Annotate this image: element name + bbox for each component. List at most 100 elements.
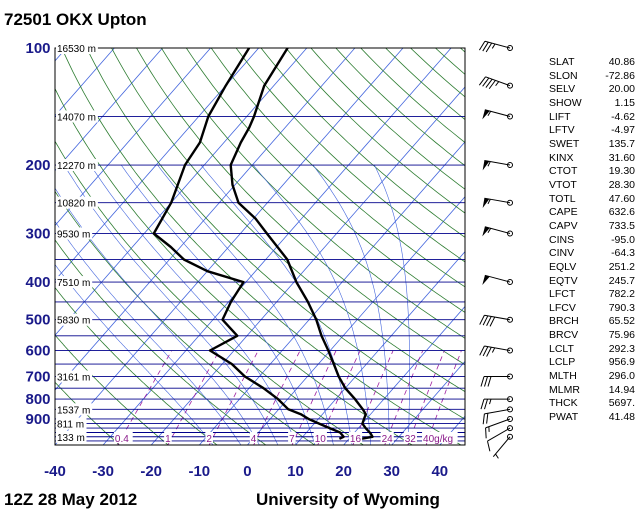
wind-barb-station — [507, 347, 513, 354]
index-value: 28.30 — [608, 178, 635, 191]
isotherm--80 — [55, 48, 211, 227]
temperature-label--10: -10 — [188, 463, 210, 480]
index-row-kinx: KINX 31.60 — [549, 152, 635, 166]
mixing-ratio-line-2 — [208, 350, 259, 445]
wind-barb-feather — [482, 346, 489, 357]
wind-barb-700 — [480, 373, 513, 387]
temperature-label-0: 0 — [243, 463, 251, 480]
isotherm--70 — [55, 48, 260, 281]
wind-barb-shaft — [485, 418, 511, 429]
index-name: THCK — [549, 397, 578, 410]
wind-barb-pennant — [482, 275, 490, 285]
height-label-bg — [56, 42, 98, 54]
index-row-eqtv: EQTV 245.7 — [549, 275, 635, 289]
mixing-ratio-label: 24 — [382, 434, 394, 445]
index-name: CINV — [549, 247, 575, 260]
index-name: CTOT — [549, 165, 578, 178]
wind-barb-feather — [485, 427, 487, 439]
dry-adiabat-40 — [61, 48, 462, 445]
index-value: -4.97 — [611, 124, 635, 137]
sounding-profiles — [152, 48, 374, 440]
index-value: 790.3 — [608, 301, 635, 314]
mixing-ratio-label: 10 — [315, 434, 327, 445]
mixing-ratio-label-bg — [288, 432, 296, 443]
wind-barb-800 — [480, 396, 513, 410]
index-row-capv: CAPV 733.5 — [549, 220, 635, 234]
source-credit: University of Wyoming — [256, 490, 440, 509]
moist-adiabat--10 — [55, 264, 214, 445]
moist-adiabat-16 — [157, 164, 334, 445]
index-row-lfcv: LFCV 790.3 — [549, 302, 635, 316]
index-row-brcv: BRCV 75.96 — [549, 329, 635, 343]
wind-barb-shaft — [484, 408, 511, 415]
index-name: SHOW — [549, 96, 582, 109]
index-value: 40.86 — [608, 56, 635, 68]
wind-barb-pennant — [482, 226, 490, 237]
wind-barb-feather — [479, 314, 485, 325]
temperature-label--40: -40 — [44, 463, 66, 480]
wind-barb-station — [507, 415, 513, 422]
pressure-label-800: 800 — [25, 391, 50, 408]
dry-adiabat-120 — [260, 48, 465, 238]
wind-barb-feather — [484, 376, 488, 387]
isotherm-30 — [391, 360, 465, 445]
wind-barb-200 — [482, 160, 513, 171]
wind-barb-shaft — [484, 314, 511, 321]
mixing-ratio-labels: 0.4 1 2 4 7 10 16 24 32 40g/kg — [113, 432, 458, 445]
wind-barb-station — [507, 406, 513, 413]
wind-barb-half-feather — [491, 347, 496, 353]
index-row-vtot: VTOT 28.30 — [549, 179, 635, 193]
height-label: 5830 m — [57, 316, 90, 327]
wind-barb-station — [507, 373, 513, 380]
index-row-eqlv: EQLV 251.2 — [549, 261, 635, 275]
index-row-thck: THCK 5697. — [549, 397, 635, 411]
mixing-ratio-label-bg — [422, 432, 458, 443]
wind-barb-pennant — [482, 198, 490, 209]
mixing-ratio-label: 40g/kg — [423, 434, 453, 445]
index-name: EQLV — [549, 260, 577, 273]
height-label: 133 m — [57, 433, 85, 444]
index-value: 135.7 — [608, 137, 635, 150]
moist-adiabat-lines — [55, 164, 410, 445]
isotherm--120 — [0, 48, 18, 445]
height-label: 1537 m — [57, 405, 90, 416]
wind-barb-feather — [482, 413, 485, 425]
wind-barb-500 — [479, 314, 513, 327]
pressure-label-600: 600 — [25, 343, 50, 360]
wind-barb-half-feather — [491, 43, 496, 49]
wind-barb-shaft — [492, 436, 511, 458]
index-row-brch: BRCH 65.52 — [549, 315, 635, 329]
wind-barb-station — [507, 82, 513, 89]
wind-barb-feather — [478, 76, 486, 86]
height-label: 12270 m — [57, 161, 96, 172]
height-label: 14070 m — [57, 112, 96, 123]
wind-barb-half-feather — [495, 453, 499, 459]
dry-adiabat-90 — [185, 48, 465, 313]
index-name: EQTV — [549, 274, 578, 287]
index-value: 292.3 — [608, 342, 635, 355]
moist-adiabat-24 — [252, 164, 372, 445]
temperature-label-30: 30 — [383, 463, 400, 480]
isotherm--50 — [55, 48, 356, 391]
wind-barb-feather — [482, 77, 490, 87]
height-label-bg — [56, 430, 87, 443]
wind-barb-1000 — [492, 433, 513, 459]
wind-barb-feather — [478, 41, 486, 51]
index-name: CINS — [549, 233, 575, 246]
dry-adiabat--30 — [55, 381, 120, 445]
pressure-label-300: 300 — [25, 225, 50, 242]
index-value: 5697. — [608, 397, 635, 410]
temperature-axis-labels: -40 -30 -20 -10 0 10 20 30 40 — [44, 463, 448, 480]
height-label-bg — [56, 276, 93, 289]
wind-barb-half-feather — [487, 199, 491, 205]
wind-barb-feather — [489, 316, 496, 327]
moist-adiabat-12 — [120, 164, 316, 445]
height-label-bg — [56, 227, 93, 240]
wind-barb-125 — [478, 76, 513, 90]
index-value: 251.2 — [608, 260, 635, 273]
index-row-mlth: MLTH 296.0 — [549, 370, 635, 384]
wind-barb-feather — [485, 78, 493, 88]
mixing-ratio-label-bg — [249, 432, 258, 443]
mixing-ratio-label: 0.4 — [115, 434, 129, 445]
dry-adiabat-110 — [235, 48, 465, 263]
